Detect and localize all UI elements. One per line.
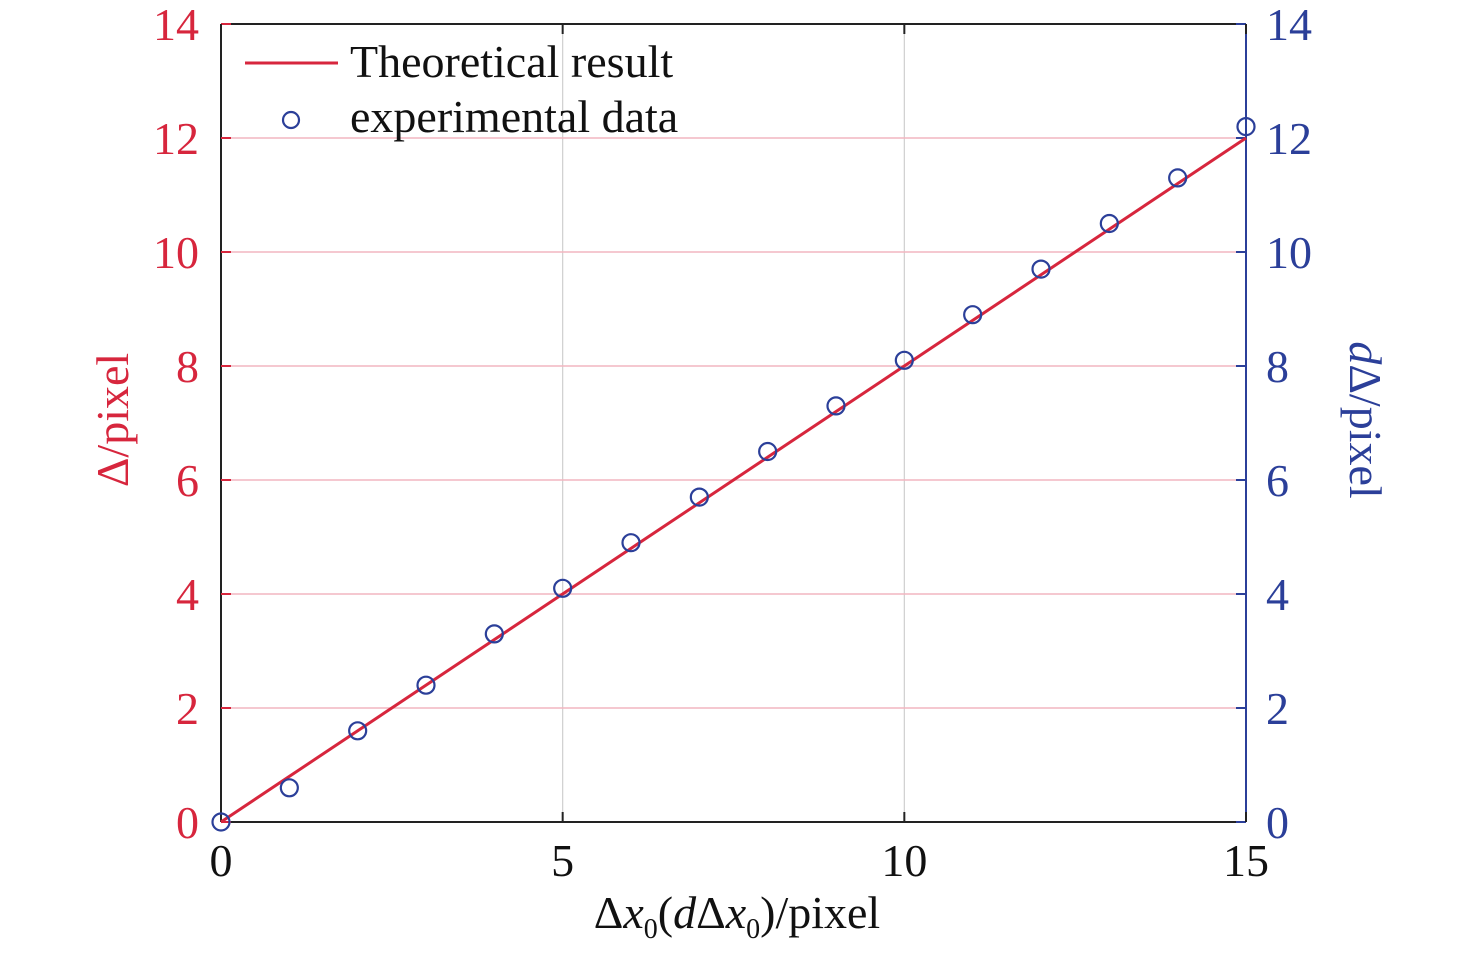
right-tick-label: 0 [1266, 797, 1289, 848]
tick-layer: 0 2 4 6 8 10 12 14 0 2 4 6 8 10 12 14 0 5 10 15 [153, 0, 1312, 886]
data-point-experimental [211, 812, 231, 832]
left-tick-label: 10 [153, 227, 199, 278]
data-point-experimental [348, 721, 368, 741]
data-point-experimental [1236, 116, 1256, 137]
data-point-experimental [621, 533, 641, 553]
legend-marker-swatch [281, 110, 301, 130]
x-axis-title: Δx0(dΔx0)/pixel [594, 887, 880, 945]
grid-layer [221, 24, 1246, 822]
y2-axis-title: dΔ/pixel [1340, 341, 1391, 498]
data-point-experimental [1099, 213, 1119, 234]
bottom-tick-label: 0 [210, 835, 233, 886]
series-layer [211, 116, 1256, 832]
right-tick-label: 4 [1266, 569, 1289, 620]
data-point-experimental [553, 578, 573, 598]
bottom-tick-label: 15 [1223, 835, 1269, 886]
data-point-experimental [826, 396, 846, 416]
legend: Theoretical result experimental data [245, 36, 678, 142]
legend-label-experimental: experimental data [350, 91, 678, 142]
data-point-experimental [689, 487, 709, 507]
right-tick-label: 10 [1266, 227, 1312, 278]
right-tick-label: 8 [1266, 341, 1289, 392]
left-tick-label: 0 [176, 797, 199, 848]
right-tick-label: 2 [1266, 683, 1289, 734]
left-tick-label: 2 [176, 683, 199, 734]
left-tick-label: 6 [176, 455, 199, 506]
data-point-experimental [963, 305, 983, 325]
data-point-experimental [416, 675, 436, 695]
series-line-theoretical [220, 136, 1247, 824]
right-tick-label: 12 [1266, 113, 1312, 164]
data-point-experimental [758, 441, 778, 462]
right-tick-label: 6 [1266, 455, 1289, 506]
data-point-experimental [279, 778, 299, 798]
right-tick-label: 14 [1266, 0, 1312, 50]
bottom-tick-label: 10 [881, 835, 927, 886]
data-point-experimental [1031, 259, 1051, 279]
left-tick-label: 4 [176, 569, 199, 620]
left-tick-label: 14 [153, 0, 199, 50]
y-axis-title: Δ/pixel [87, 353, 138, 487]
left-tick-label: 12 [153, 113, 199, 164]
plot-frame [220, 23, 1247, 823]
left-tick-label: 8 [176, 341, 199, 392]
data-point-experimental [894, 350, 914, 370]
legend-label-theoretical: Theoretical result [350, 36, 673, 87]
bottom-tick-label: 5 [551, 835, 574, 886]
data-point-experimental [484, 624, 504, 644]
data-point-experimental [1168, 168, 1188, 188]
